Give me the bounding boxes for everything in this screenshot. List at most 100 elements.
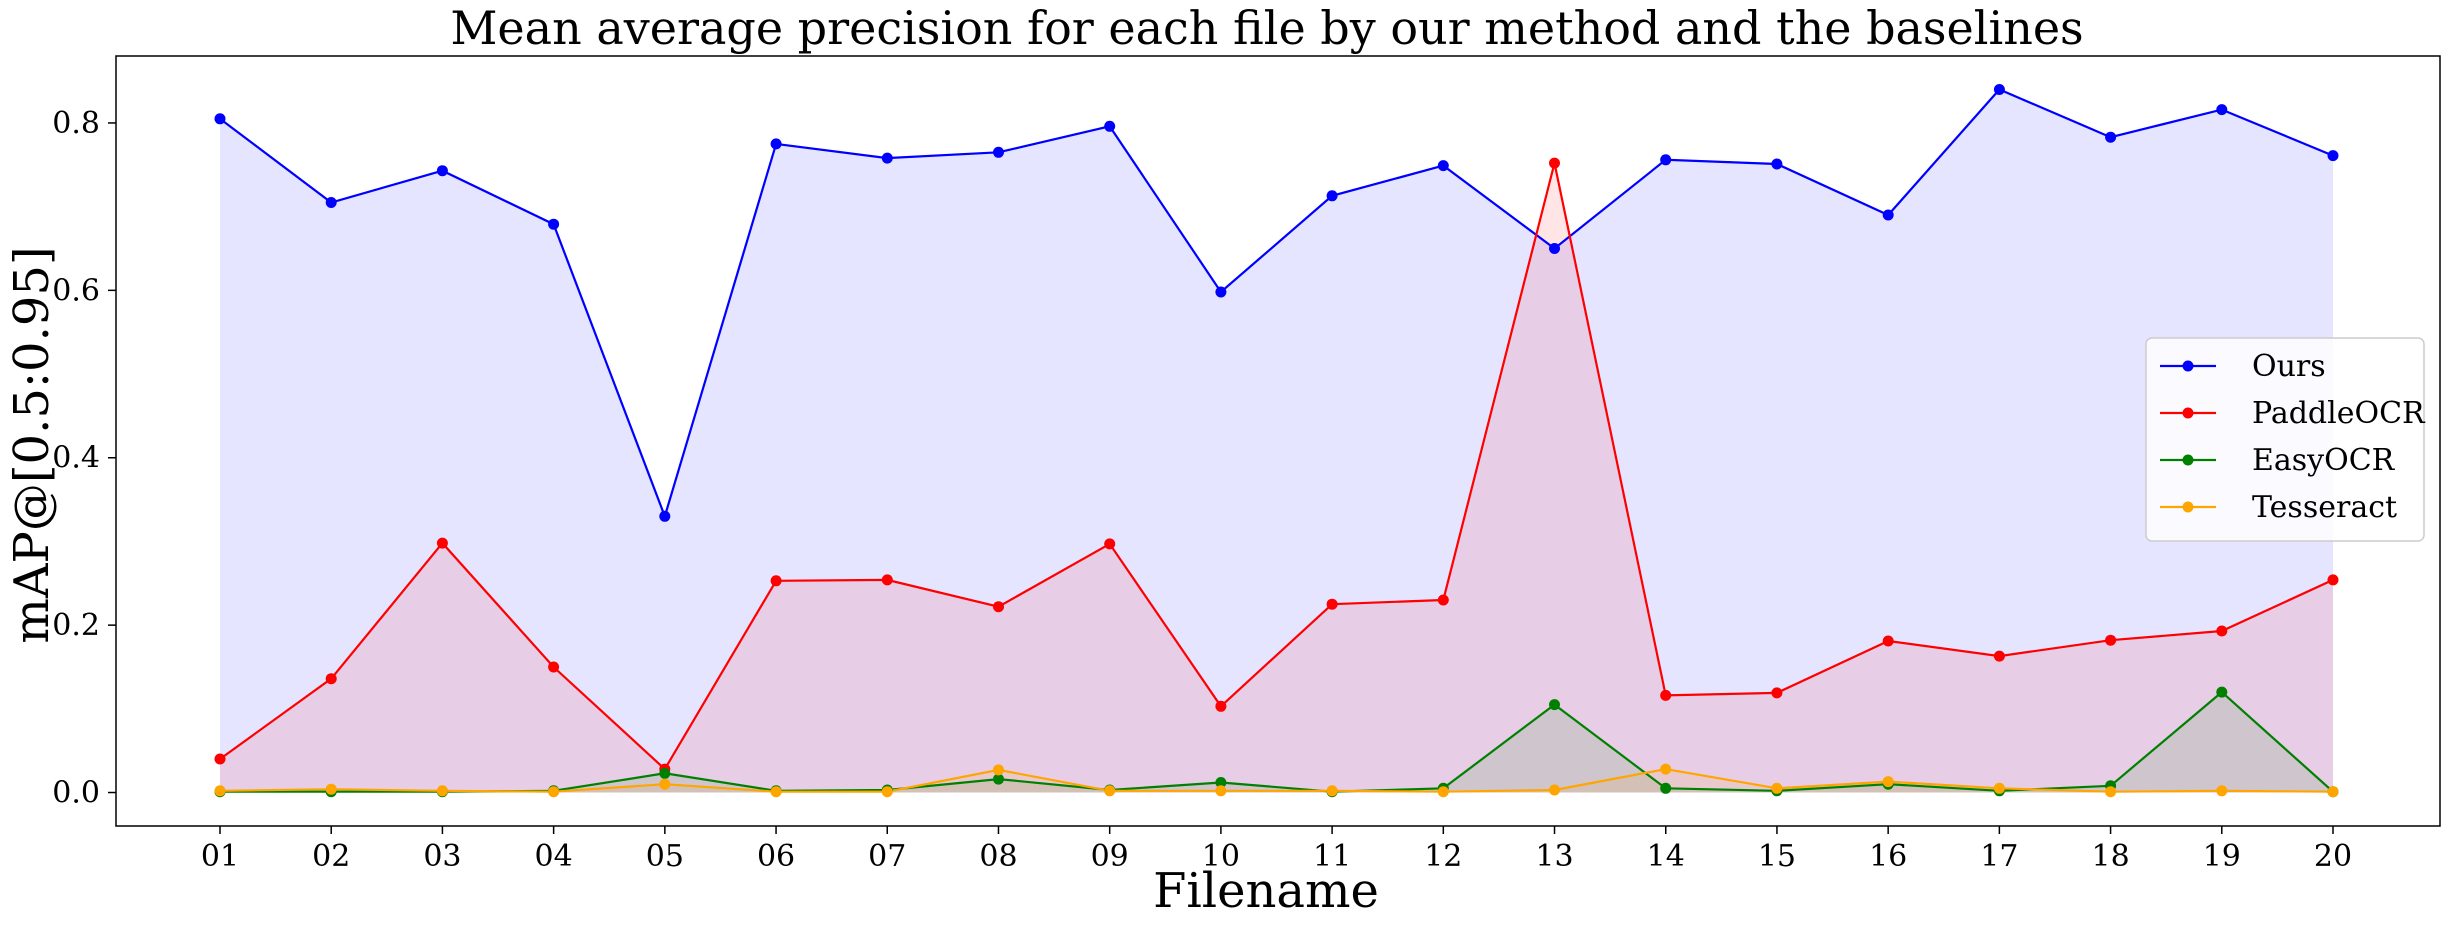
point-paddleocr-17 — [1993, 650, 2005, 662]
area-paddleocr — [220, 163, 2333, 793]
line-ours — [219, 88, 2334, 520]
point-ours-03 — [436, 165, 448, 177]
point-ours-01 — [214, 113, 226, 125]
point-ours-06 — [770, 138, 782, 150]
x-tick-label-20: 20 — [2314, 839, 2352, 874]
point-paddleocr-02 — [325, 673, 337, 685]
point-paddleocr-18 — [2105, 634, 2117, 646]
point-paddleocr-20 — [2327, 574, 2339, 586]
point-paddleocr-08 — [993, 601, 1004, 613]
point-tesseract-13 — [1549, 784, 1560, 796]
point-tesseract-07 — [881, 786, 893, 798]
point-paddleocr-03 — [436, 537, 448, 549]
x-tick-label-01: 01 — [201, 839, 239, 874]
point-tesseract-14 — [1660, 763, 1672, 775]
legend-box — [2145, 337, 2425, 542]
x-tick-label-03: 03 — [423, 839, 461, 874]
point-ours-16 — [1882, 209, 1894, 221]
x-tick-label-02: 02 — [312, 839, 350, 874]
point-paddleocr-06 — [770, 575, 782, 587]
area-fills — [220, 89, 2333, 793]
point-paddleocr-04 — [548, 661, 560, 673]
point-tesseract-17 — [1993, 782, 2005, 794]
legend-label-ours: Ours — [2252, 349, 2326, 384]
point-paddleocr-10 — [1215, 700, 1227, 712]
x-tick-label-06: 06 — [757, 839, 795, 874]
line-tesseract — [219, 767, 2334, 793]
y-tick-label-0.0: 0.0 — [52, 776, 100, 811]
point-easyocr-14 — [1660, 782, 1672, 794]
y-axis-ticks: 0.0 0.2 0.4 0.6 0.8 — [52, 106, 116, 811]
y-tick-label-0.8: 0.8 — [52, 106, 100, 141]
point-tesseract-05 — [659, 778, 671, 790]
y-tick-label-0.2: 0.2 — [52, 608, 100, 643]
point-easyocr-08 — [993, 773, 1004, 785]
point-paddleocr-19 — [2216, 625, 2228, 637]
legend-marker-easyocr — [2182, 454, 2194, 466]
point-ours-09 — [1104, 120, 1116, 132]
point-easyocr-10 — [1215, 777, 1227, 788]
point-tesseract-18 — [2105, 786, 2117, 798]
y-tick-label-0.4: 0.4 — [52, 441, 100, 476]
point-tesseract-04 — [548, 786, 560, 798]
point-ours-08 — [993, 146, 1004, 158]
point-tesseract-08 — [993, 764, 1004, 776]
x-tick-label-11: 11 — [1313, 839, 1351, 874]
point-paddleocr-14 — [1660, 689, 1672, 701]
point-ours-12 — [1437, 160, 1449, 172]
point-paddleocr-11 — [1326, 598, 1338, 610]
x-tick-label-15: 15 — [1758, 839, 1796, 874]
legend: Ours PaddleOCR EasyOCR Tesseract — [2145, 337, 2426, 542]
point-ours-18 — [2105, 131, 2117, 143]
area-easyocr — [220, 692, 2333, 793]
point-paddleocr-09 — [1104, 538, 1116, 550]
point-ours-11 — [1326, 190, 1338, 202]
x-tick-label-19: 19 — [2203, 839, 2241, 874]
point-tesseract-06 — [770, 786, 782, 798]
point-ours-04 — [548, 218, 560, 230]
point-ours-15 — [1771, 158, 1783, 170]
chart-title: Mean average precision for each file by … — [450, 1, 2083, 55]
legend-label-easyocr: EasyOCR — [2252, 443, 2396, 478]
point-tesseract-01 — [214, 785, 226, 797]
point-ours-10 — [1215, 286, 1227, 298]
point-tesseract-12 — [1437, 786, 1449, 798]
legend-marker-paddleocr — [2182, 407, 2194, 419]
point-easyocr-19 — [2216, 686, 2228, 698]
data-points — [214, 84, 2339, 798]
point-easyocr-05 — [659, 767, 671, 779]
line-paddleocr — [219, 162, 2334, 771]
x-tick-label-14: 14 — [1647, 839, 1685, 874]
x-axis-label: Filename — [1153, 863, 1379, 919]
point-ours-14 — [1660, 154, 1672, 166]
point-paddleocr-15 — [1771, 687, 1783, 699]
legend-label-paddleocr: PaddleOCR — [2252, 396, 2426, 431]
point-tesseract-15 — [1771, 782, 1783, 794]
point-paddleocr-07 — [881, 574, 893, 586]
x-tick-label-07: 07 — [868, 839, 906, 874]
line-easyocr — [220, 690, 2334, 793]
point-tesseract-03 — [436, 785, 448, 797]
point-ours-17 — [1993, 84, 2005, 95]
point-ours-13 — [1549, 243, 1560, 254]
point-paddleocr-13 — [1549, 157, 1560, 169]
x-tick-label-09: 09 — [1091, 839, 1129, 874]
point-ours-07 — [881, 152, 893, 164]
point-tesseract-02 — [325, 783, 337, 795]
point-tesseract-16 — [1882, 776, 1894, 788]
x-tick-label-10: 10 — [1202, 839, 1240, 874]
plot-area — [115, 55, 2441, 827]
y-tick-label-0.6: 0.6 — [52, 273, 100, 308]
legend-marker-tesseract — [2182, 501, 2194, 513]
point-tesseract-20 — [2327, 786, 2339, 798]
legend-marker-ours — [2182, 360, 2194, 372]
x-tick-label-17: 17 — [1980, 839, 2018, 874]
point-tesseract-11 — [1326, 785, 1338, 797]
point-ours-20 — [2327, 150, 2339, 162]
area-ours — [220, 89, 2333, 793]
x-tick-label-05: 05 — [646, 839, 684, 874]
point-tesseract-09 — [1104, 785, 1116, 797]
point-tesseract-10 — [1215, 785, 1227, 797]
y-axis-label: mAP@[0.5:0.95] — [4, 246, 60, 643]
